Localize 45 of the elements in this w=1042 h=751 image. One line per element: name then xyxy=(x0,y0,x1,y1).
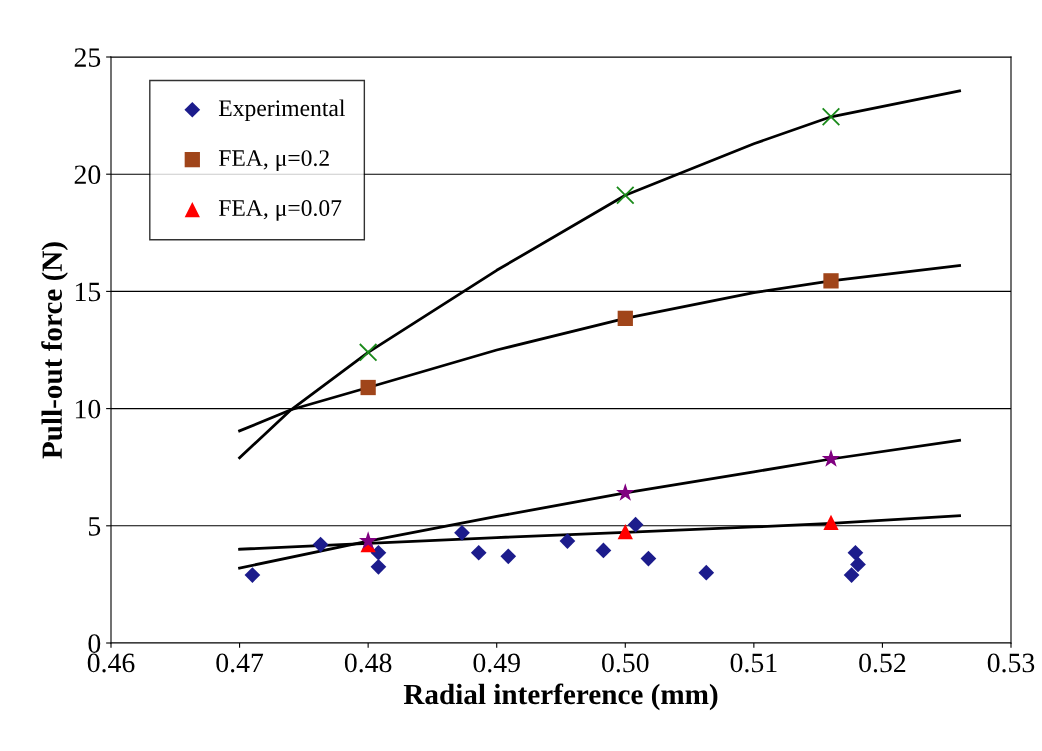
x-tick-label: 0.46 xyxy=(87,653,135,673)
point xyxy=(312,536,329,553)
point xyxy=(617,310,633,326)
point xyxy=(559,533,576,549)
x-tick-label: 0.48 xyxy=(344,653,392,673)
legend-label: Experimental xyxy=(218,99,345,121)
point xyxy=(454,524,470,541)
point xyxy=(843,567,860,583)
x-tick-label: 0.50 xyxy=(602,653,649,673)
point xyxy=(823,514,839,530)
point xyxy=(500,548,517,565)
x-tick-label: 0.49 xyxy=(473,653,520,673)
point xyxy=(358,531,378,549)
y-tick-label: 10 xyxy=(75,399,101,419)
legend-label: FEA, μ=0.2 xyxy=(218,150,329,171)
point xyxy=(244,567,261,583)
point xyxy=(698,564,715,581)
y-tick-label: 15 xyxy=(75,282,101,302)
point xyxy=(640,550,657,567)
y-axis-title: Pull-out force (N) xyxy=(41,242,68,459)
point xyxy=(627,516,644,533)
point xyxy=(360,379,376,396)
x-tick-label: 0.53 xyxy=(987,653,1035,673)
point xyxy=(821,449,841,467)
point xyxy=(358,343,378,362)
point xyxy=(821,107,841,127)
point xyxy=(847,544,864,561)
point xyxy=(850,556,866,573)
point xyxy=(470,544,487,561)
y-tick-label: 25 xyxy=(74,48,101,67)
x-axis-title: Radial interference (mm) xyxy=(403,683,718,711)
x-tick-label: 0.52 xyxy=(859,653,906,673)
point xyxy=(617,524,633,540)
point xyxy=(823,273,839,289)
point xyxy=(370,544,387,561)
x-tick-label: 0.51 xyxy=(730,653,777,673)
point xyxy=(370,558,387,575)
x-tick-label: 0.47 xyxy=(216,653,264,673)
y-tick-label: 5 xyxy=(89,517,101,536)
y-tick-label: 0 xyxy=(88,634,101,653)
y-tick-label: 20 xyxy=(74,165,101,185)
point xyxy=(616,483,635,501)
point xyxy=(616,186,635,205)
point xyxy=(595,542,612,559)
legend-label: FEA, μ=0.07 xyxy=(218,200,342,221)
